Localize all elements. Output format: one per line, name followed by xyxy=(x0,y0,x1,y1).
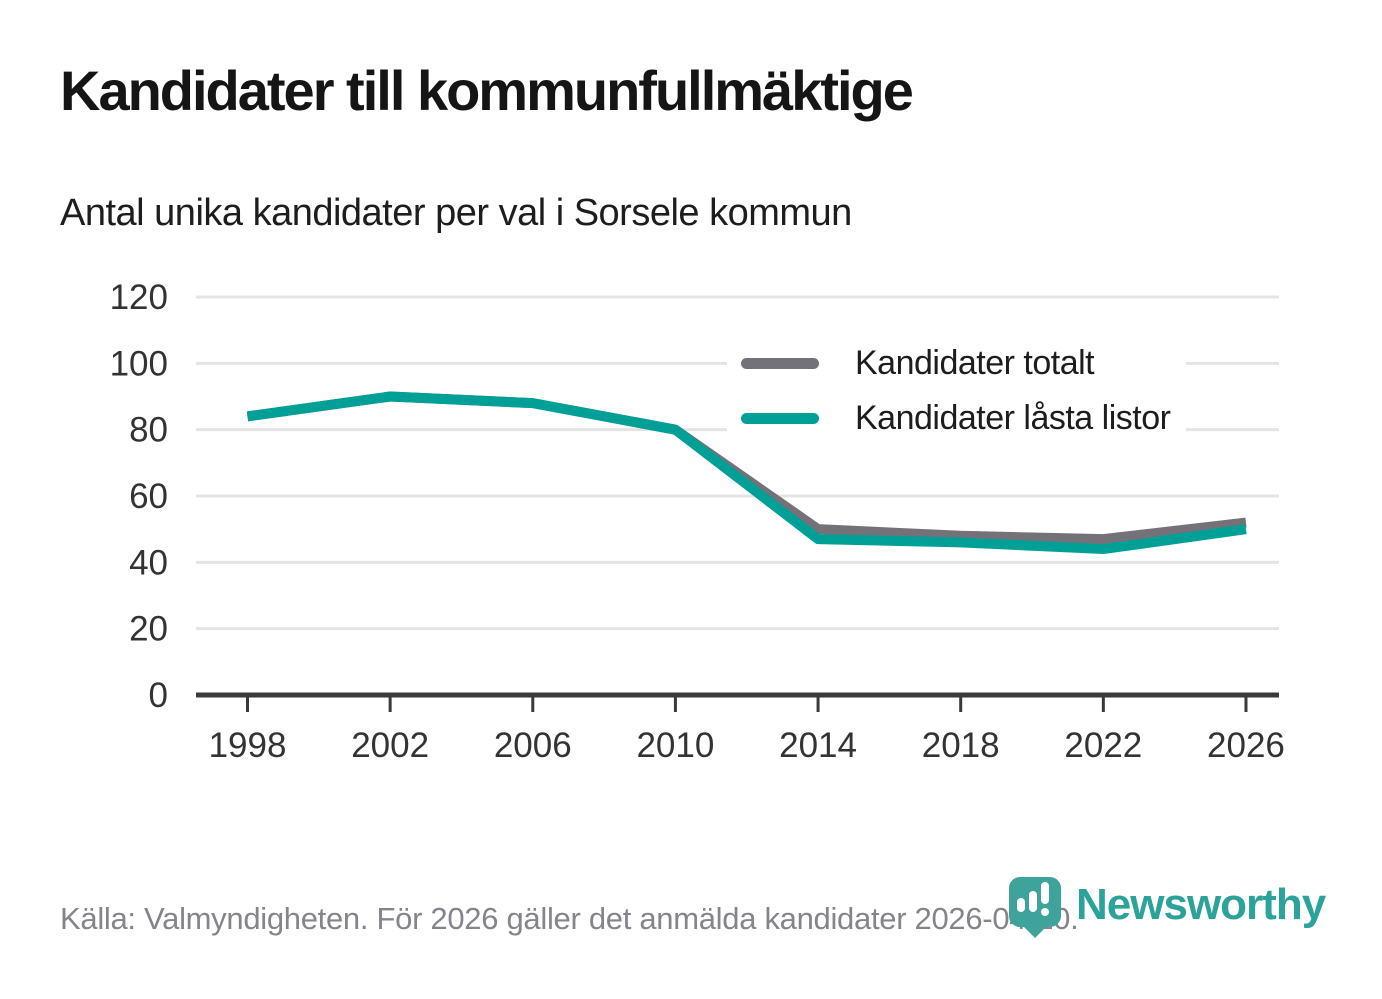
legend-swatch-totalt xyxy=(741,358,819,369)
legend: Kandidater totalt Kandidater låsta listo… xyxy=(727,330,1187,456)
legend-label-lasta-listor: Kandidater låsta listor xyxy=(855,399,1171,437)
x-axis-tick-label: 2022 xyxy=(1064,726,1142,765)
x-axis-tick-label: 1998 xyxy=(209,726,287,765)
x-axis-tick-label: 2006 xyxy=(494,726,572,765)
legend-item-kandidater-totalt: Kandidater totalt xyxy=(741,336,1170,391)
x-axis-tick-label: 2010 xyxy=(636,726,714,765)
y-axis-tick-label: 20 xyxy=(129,610,168,649)
y-axis-tick-label: 100 xyxy=(110,344,168,383)
bar-chart-exclamation-pin-icon xyxy=(1009,877,1061,938)
newsworthy-logo: Newsworthy xyxy=(1008,876,1326,938)
source-note: Källa: Valmyndigheten. För 2026 gäller d… xyxy=(60,901,1079,936)
legend-item-kandidater-lasta-listor: Kandidater låsta listor xyxy=(741,391,1171,446)
newsworthy-logo-text: Newsworthy xyxy=(1076,880,1326,929)
x-axis-tick-label: 2002 xyxy=(351,726,429,765)
legend-swatch-lasta-listor xyxy=(741,413,819,424)
x-axis-tick-label: 2018 xyxy=(922,726,1000,765)
y-axis-tick-label: 80 xyxy=(129,411,168,450)
y-axis-labels: 0 20 40 60 80 100 120 xyxy=(110,278,168,715)
series-line-kandidater-l-sta-listor xyxy=(246,391,1247,555)
y-axis-tick-label: 0 xyxy=(149,676,168,715)
legend-label-totalt: Kandidater totalt xyxy=(855,344,1095,382)
x-axis-tick-label: 2026 xyxy=(1207,726,1285,765)
x-axis-ticks-and-labels: 1998 2002 2006 2010 2014 2018 2022 2026 xyxy=(209,697,1285,765)
chart-subtitle: Antal unika kandidater per val i Sorsele… xyxy=(60,192,852,234)
y-axis-tick-label: 120 xyxy=(110,278,168,317)
x-axis-tick-label: 2014 xyxy=(779,726,857,765)
y-axis-tick-label: 60 xyxy=(129,477,168,516)
y-axis-tick-label: 40 xyxy=(129,543,168,582)
chart-title: Kandidater till kommunfullmäktige xyxy=(60,59,914,122)
